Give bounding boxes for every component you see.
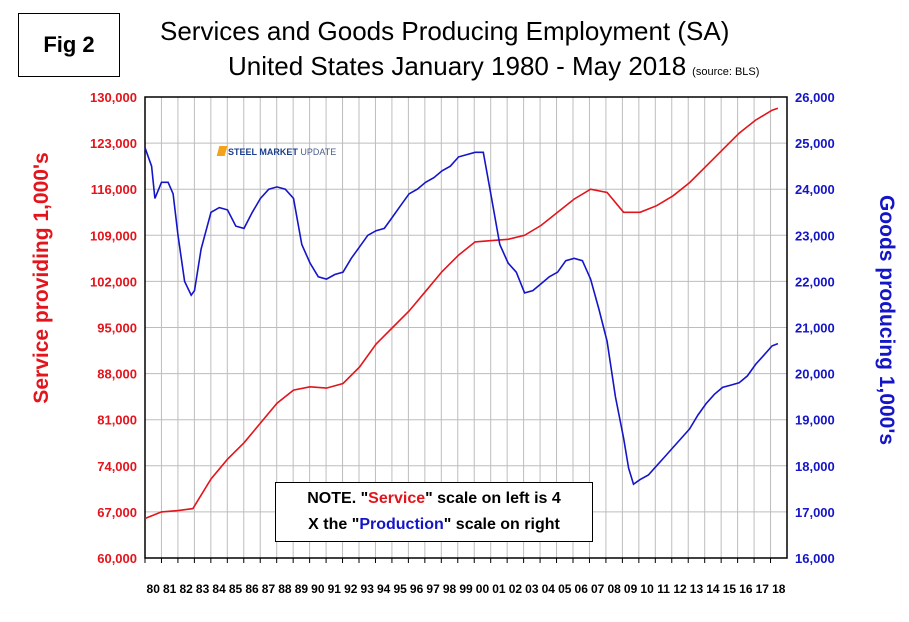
x-tick-label: 11 bbox=[657, 582, 670, 596]
x-tick-label: 83 bbox=[196, 582, 210, 596]
source-note: (source: BLS) bbox=[692, 66, 760, 78]
x-tick-label: 02 bbox=[509, 582, 523, 596]
chart-subtitle: United States January 1980 - May 2018 (so… bbox=[228, 51, 759, 82]
x-tick-label: 99 bbox=[459, 582, 473, 596]
x-tick-label: 82 bbox=[179, 582, 193, 596]
steel-market-update-logo: STEEL MARKET UPDATE bbox=[216, 146, 337, 157]
note-text: X the " bbox=[308, 516, 360, 533]
x-tick-label: 07 bbox=[591, 582, 605, 596]
plot-frame bbox=[144, 96, 788, 559]
left-tick-label: 88,000 bbox=[97, 367, 137, 382]
right-tick-label: 25,000 bbox=[795, 136, 835, 151]
x-tick-label: 18 bbox=[772, 582, 786, 596]
x-tick-label: 03 bbox=[525, 582, 539, 596]
chart-title: Services and Goods Producing Employment … bbox=[160, 16, 730, 46]
left-tick-label: 109,000 bbox=[90, 228, 137, 243]
logo-mark-icon bbox=[216, 146, 228, 156]
right-tick-label: 16,000 bbox=[795, 551, 835, 566]
series-service-line bbox=[144, 107, 779, 520]
x-tick-label: 05 bbox=[558, 582, 572, 596]
x-tick-label: 89 bbox=[295, 582, 309, 596]
right-tick-label: 20,000 bbox=[795, 367, 835, 382]
x-tick-label: 94 bbox=[377, 582, 391, 596]
x-tick-label: 14 bbox=[706, 582, 720, 596]
left-tick-label: 130,000 bbox=[90, 90, 137, 105]
x-tick-label: 04 bbox=[542, 582, 556, 596]
left-tick-label: 102,000 bbox=[90, 274, 137, 289]
x-tick-label: 08 bbox=[607, 582, 621, 596]
note-production-word: Production bbox=[359, 516, 444, 533]
note-line-1: NOTE. "Service" scale on left is 4 bbox=[276, 486, 592, 512]
x-tick-label: 92 bbox=[344, 582, 358, 596]
x-tick-label: 80 bbox=[147, 582, 161, 596]
x-tick-label: 01 bbox=[492, 582, 506, 596]
x-tick-label: 98 bbox=[443, 582, 457, 596]
x-axis-ticks: 80 81 82 83 84 85 86 87 88 89 90 91 92 93 94 95 96 97 98 99… bbox=[144, 558, 786, 596]
subtitle-text: United States January 1980 - May 2018 bbox=[228, 51, 687, 81]
x-tick-label: 97 bbox=[426, 582, 440, 596]
x-tick-label: 90 bbox=[311, 582, 325, 596]
x-tick-label: 12 bbox=[673, 582, 687, 596]
left-tick-label: 81,000 bbox=[97, 413, 137, 428]
x-tick-label: 86 bbox=[245, 582, 259, 596]
x-tick-label: 17 bbox=[756, 582, 770, 596]
right-tick-label: 18,000 bbox=[795, 459, 835, 474]
right-tick-label: 23,000 bbox=[795, 228, 835, 243]
left-tick-label: 60,000 bbox=[97, 551, 137, 566]
note-line-2: X the "Production" scale on right bbox=[276, 512, 592, 538]
x-tick-label: 16 bbox=[739, 582, 753, 596]
x-tick-label: 91 bbox=[328, 582, 342, 596]
figure-label: Fig 2 bbox=[18, 13, 120, 77]
note-text: " scale on right bbox=[443, 516, 560, 533]
x-tick-label: 06 bbox=[575, 582, 589, 596]
scale-note: NOTE. "Service" scale on left is 4 X the… bbox=[275, 482, 593, 542]
x-tick-label: 15 bbox=[723, 582, 737, 596]
right-axis-ticks: 16,000 17,000 18,000 19,000 20,000 21,000 22,0… bbox=[795, 90, 835, 566]
x-tick-label: 00 bbox=[476, 582, 490, 596]
right-tick-label: 24,000 bbox=[795, 182, 835, 197]
x-tick-label: 09 bbox=[624, 582, 638, 596]
left-axis-ticks: 60,000 67,000 74,000 81,000 88,000 95,000 102,… bbox=[90, 90, 137, 566]
right-tick-label: 26,000 bbox=[795, 90, 835, 105]
x-tick-label: 13 bbox=[690, 582, 704, 596]
x-tick-label: 85 bbox=[229, 582, 243, 596]
left-tick-label: 74,000 bbox=[97, 459, 137, 474]
x-tick-label: 81 bbox=[163, 582, 177, 596]
note-service-word: Service bbox=[368, 490, 426, 507]
x-tick-label: 96 bbox=[410, 582, 424, 596]
left-tick-label: 123,000 bbox=[90, 136, 137, 151]
x-tick-label: 10 bbox=[640, 582, 654, 596]
x-tick-label: 95 bbox=[393, 582, 407, 596]
logo-text-bold: STEEL MARKET bbox=[228, 147, 298, 157]
right-tick-label: 19,000 bbox=[795, 413, 835, 428]
left-tick-label: 67,000 bbox=[97, 505, 137, 520]
x-tick-label: 87 bbox=[262, 582, 276, 596]
note-text: NOTE. " bbox=[307, 490, 369, 507]
x-tick-label: 88 bbox=[278, 582, 292, 596]
logo-text-thin: UPDATE bbox=[300, 147, 337, 157]
x-tick-label: 93 bbox=[361, 582, 375, 596]
x-tick-label: 84 bbox=[212, 582, 226, 596]
right-tick-label: 17,000 bbox=[795, 505, 835, 520]
left-tick-label: 116,000 bbox=[91, 182, 137, 197]
series-goods-line bbox=[144, 147, 779, 486]
left-tick-label: 95,000 bbox=[97, 321, 137, 336]
right-tick-label: 22,000 bbox=[795, 274, 835, 289]
right-tick-label: 21,000 bbox=[795, 321, 835, 336]
note-text: " scale on left is 4 bbox=[425, 490, 561, 507]
